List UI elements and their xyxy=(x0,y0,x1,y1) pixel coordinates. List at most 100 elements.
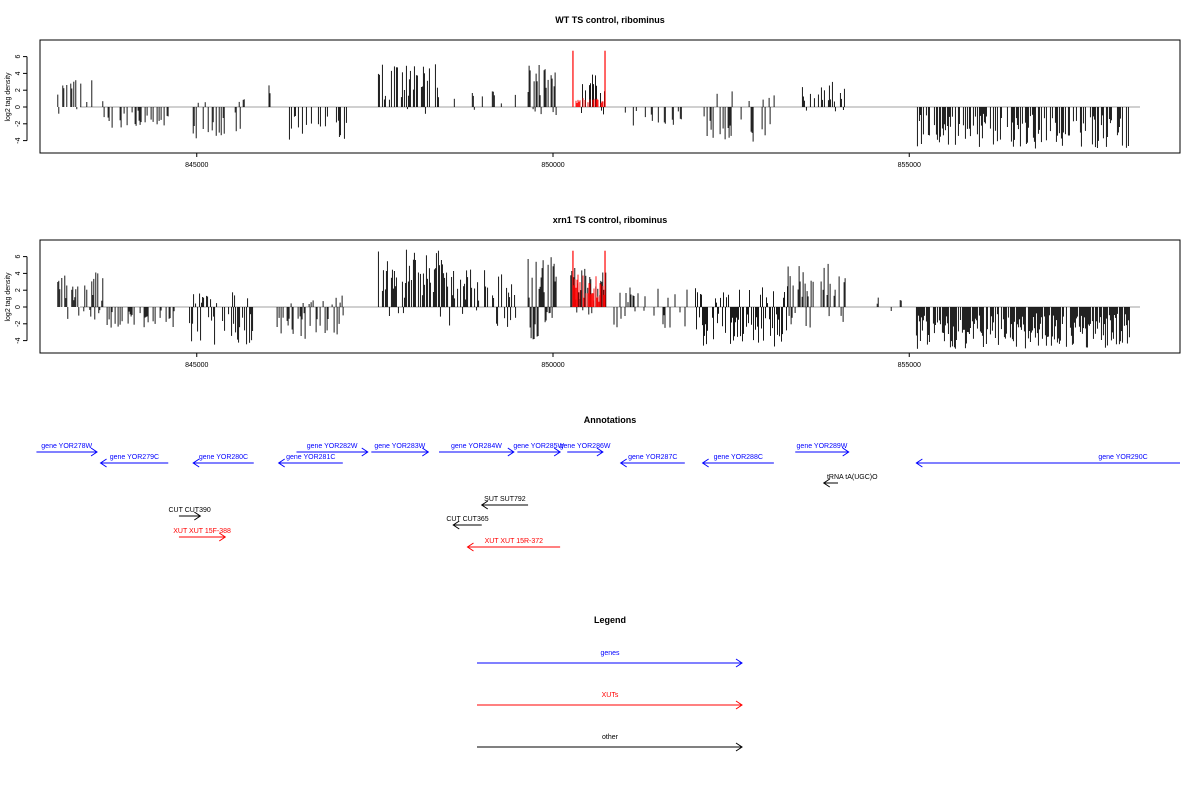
feature-arrow-head xyxy=(842,447,850,457)
legend-item: XUTs xyxy=(477,692,743,710)
legend-arrow-head xyxy=(735,700,743,710)
feature-label: gene YOR287C xyxy=(628,454,677,461)
feature-arrow-head xyxy=(596,447,604,457)
y-tick-label: -4 xyxy=(15,337,22,343)
y-tick-label: 0 xyxy=(15,305,22,309)
feature-label: CUT CUT365 xyxy=(446,516,488,523)
xrn1-y-axis: -4 -2 0 2 4 6 xyxy=(15,255,28,344)
xrn1-panel-title: xrn1 TS control, ribominus xyxy=(553,215,668,225)
feature-arrow-head xyxy=(480,500,489,510)
annotation-feature: gene YOR288C xyxy=(701,454,774,468)
feature-label: XUT XUT 15F-388 xyxy=(173,528,231,535)
wt-y-axis-label: log2 tag density xyxy=(5,72,12,122)
feature-label: gene YOR288C xyxy=(714,454,763,461)
legend-label: genes xyxy=(600,650,620,657)
annotation-feature: XUT XUT 15R-372 xyxy=(466,538,561,552)
feature-arrow-head xyxy=(915,458,923,468)
feature-arrow-head xyxy=(99,458,107,468)
feature-label: gene YOR286W xyxy=(560,443,611,450)
wt-coverage-panel: WT TS control, ribominus -4 -2 0 2 4 6 845000… xyxy=(5,15,1181,169)
y-tick-label: 4 xyxy=(15,271,22,275)
x-tick-label: 855000 xyxy=(898,362,921,369)
annotation-feature: gene YOR279C xyxy=(99,454,169,468)
annotations-title: Annotations xyxy=(584,415,637,425)
legend-arrow-head xyxy=(735,658,743,668)
xrn1-x-axis: 845000 850000 855000 xyxy=(185,353,921,369)
annotation-feature: XUT XUT 15F-388 xyxy=(173,528,231,542)
wt-panel-title: WT TS control, ribominus xyxy=(555,15,665,25)
legend-label: other xyxy=(602,734,619,741)
annotation-feature: gene YOR287C xyxy=(619,454,685,468)
feature-label: CUT CUT390 xyxy=(168,507,210,514)
legend-item: genes xyxy=(477,650,743,668)
feature-arrow-head xyxy=(619,458,627,468)
y-tick-label: 0 xyxy=(15,105,22,109)
feature-label: gene YOR284W xyxy=(451,443,502,450)
annotation-feature: tRNA tA(UGC)O xyxy=(822,474,878,488)
y-tick-label: 6 xyxy=(15,55,22,59)
x-tick-label: 845000 xyxy=(185,362,208,369)
feature-arrow-head xyxy=(361,447,369,457)
annotation-feature: gene YOR289W xyxy=(795,443,850,457)
annotation-feature: gene YOR280C xyxy=(192,454,254,468)
annotation-feature: gene YOR285W xyxy=(513,443,565,457)
y-tick-label: -2 xyxy=(15,121,22,127)
annotation-feature: gene YOR278W xyxy=(36,443,98,457)
feature-label: gene YOR283W xyxy=(374,443,425,450)
annotation-feature: gene YOR286W xyxy=(560,443,611,457)
feature-arrow-head xyxy=(277,458,285,468)
annotation-tracks: gene YOR278W gene YOR279C gene YOR280C gene… xyxy=(36,443,1180,552)
feature-label: XUT XUT 15R-372 xyxy=(485,538,544,545)
feature-label: gene YOR285W xyxy=(513,443,564,450)
feature-arrow-head xyxy=(192,458,200,468)
wt-coverage-bars xyxy=(57,50,1129,149)
legend-items: genes XUTs other xyxy=(477,650,743,752)
y-tick-label: -2 xyxy=(15,321,22,327)
xrn1-plot-frame xyxy=(39,239,1181,354)
feature-arrow-head xyxy=(507,447,515,457)
feature-arrow-head xyxy=(90,447,98,457)
annotation-feature: CUT CUT390 xyxy=(168,507,211,521)
xrn1-coverage-panel: xrn1 TS control, ribominus -4 -2 0 2 4 6 8450… xyxy=(5,215,1181,369)
legend-label: XUTs xyxy=(602,692,619,699)
x-tick-label: 855000 xyxy=(898,162,921,169)
annotation-feature: SUT SUT792 xyxy=(480,496,529,510)
x-tick-label: 845000 xyxy=(185,162,208,169)
feature-label: gene YOR279C xyxy=(110,454,159,461)
feature-label: tRNA tA(UGC)O xyxy=(827,474,878,481)
legend-item: other xyxy=(477,734,743,752)
legend-panel: Legend genes XUTs other xyxy=(477,615,743,752)
annotation-feature: gene YOR284W xyxy=(439,443,515,457)
feature-label: gene YOR281C xyxy=(286,454,335,461)
feature-arrow-head xyxy=(218,532,227,542)
feature-label: gene YOR280C xyxy=(199,454,248,461)
y-tick-label: 6 xyxy=(15,255,22,259)
feature-label: gene YOR290C xyxy=(1098,454,1147,461)
feature-arrow-head xyxy=(822,478,831,488)
y-tick-label: 2 xyxy=(15,88,22,92)
legend-arrow-head xyxy=(735,742,743,752)
xrn1-y-axis-label: log2 tag density xyxy=(5,272,12,322)
legend-title: Legend xyxy=(594,615,626,625)
y-tick-label: -4 xyxy=(15,137,22,143)
annotation-feature: gene YOR290C xyxy=(915,454,1180,468)
y-tick-label: 2 xyxy=(15,288,22,292)
annotation-feature: gene YOR282W xyxy=(296,443,369,457)
feature-label: gene YOR278W xyxy=(41,443,92,450)
x-tick-label: 850000 xyxy=(541,362,564,369)
feature-arrow-head xyxy=(553,447,562,457)
feature-label: gene YOR289W xyxy=(797,443,848,450)
feature-label: SUT SUT792 xyxy=(484,496,526,503)
feature-arrow-head xyxy=(701,458,709,468)
feature-arrow-head xyxy=(422,447,430,457)
xrn1-coverage-bars xyxy=(57,249,1130,349)
annotation-feature: gene YOR283W xyxy=(371,443,430,457)
wt-x-axis: 845000 850000 855000 xyxy=(185,153,921,169)
feature-arrow-head xyxy=(466,542,474,552)
annotation-feature: gene YOR281C xyxy=(277,454,343,468)
wt-plot-frame xyxy=(39,39,1181,154)
feature-label: gene YOR282W xyxy=(307,443,358,450)
x-tick-label: 850000 xyxy=(541,162,564,169)
